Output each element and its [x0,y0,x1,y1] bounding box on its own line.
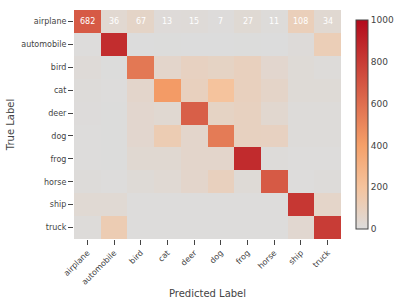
svg-text:bird: bird [51,63,67,72]
svg-text:frog: frog [234,248,252,266]
svg-text:11: 11 [269,17,279,26]
svg-text:automobile: automobile [21,40,66,49]
svg-text:0: 0 [371,224,377,234]
svg-text:108: 108 [293,17,308,26]
svg-text:truck: truck [46,223,67,232]
svg-text:ship: ship [50,200,67,209]
svg-text:cat: cat [54,86,66,95]
svg-text:ship: ship [287,248,305,266]
svg-text:27: 27 [243,17,253,26]
svg-text:airplane: airplane [62,248,91,277]
svg-text:airplane: airplane [34,17,67,26]
svg-text:cat: cat [157,248,172,263]
svg-text:36: 36 [109,17,119,26]
svg-text:13: 13 [162,17,172,26]
svg-text:Predicted Label: Predicted Label [169,288,246,299]
svg-text:deer: deer [179,248,199,268]
svg-text:682: 682 [80,17,95,26]
svg-text:1000: 1000 [371,15,394,25]
svg-text:800: 800 [371,57,388,67]
svg-text:True Label: True Label [5,99,16,151]
svg-text:frog: frog [50,155,66,164]
svg-text:600: 600 [371,99,388,109]
svg-text:horse: horse [44,178,66,187]
svg-text:automobile: automobile [80,248,118,286]
svg-text:15: 15 [189,17,199,26]
svg-text:horse: horse [256,248,278,270]
svg-text:bird: bird [128,248,145,265]
svg-text:34: 34 [323,17,333,26]
svg-text:truck: truck [311,248,332,269]
svg-text:400: 400 [371,141,388,151]
svg-text:deer: deer [48,109,67,118]
svg-text:67: 67 [136,17,146,26]
svg-text:dog: dog [208,248,225,265]
svg-text:200: 200 [371,182,388,192]
svg-text:7: 7 [218,17,223,26]
svg-text:dog: dog [51,132,66,141]
